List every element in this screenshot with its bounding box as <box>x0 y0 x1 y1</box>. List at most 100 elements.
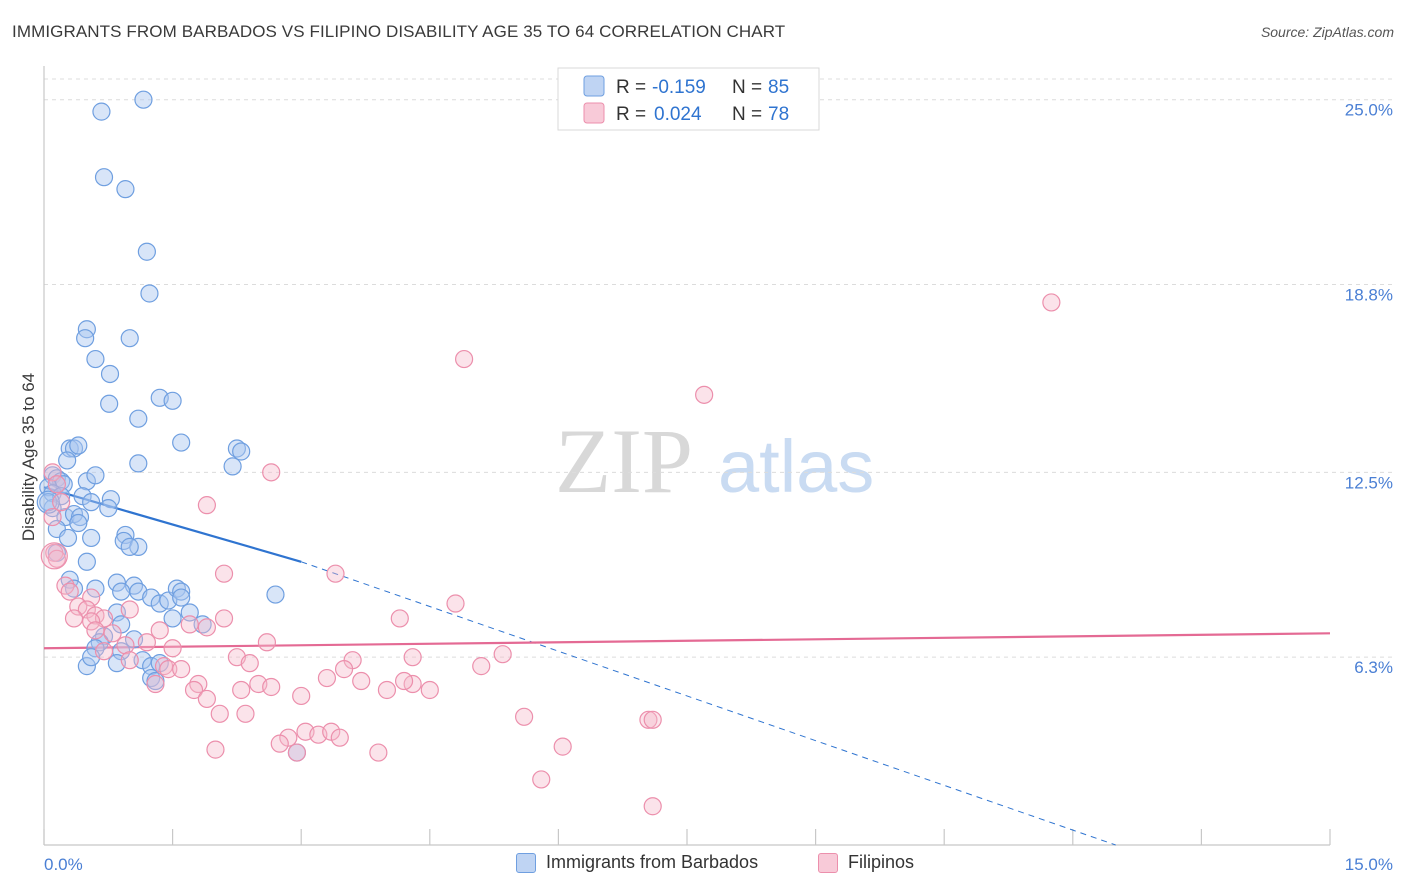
stats-n-value-blue: 85 <box>768 77 789 98</box>
watermark-zip: ZIP <box>555 410 693 512</box>
point-barbados-8 <box>120 329 139 348</box>
point-barbados-65 <box>266 585 285 604</box>
point-barbados-4 <box>137 242 156 261</box>
point-filipinos-32 <box>137 633 156 652</box>
point-barbados-6 <box>77 320 96 339</box>
trend-lines <box>43 486 1331 846</box>
grid-lines <box>44 78 1392 658</box>
legend-swatch-pink <box>818 852 838 873</box>
stats-r-label-pink: R = <box>616 104 646 125</box>
point-filipinos-72 <box>206 740 225 759</box>
stats-r-label-blue: R = <box>616 77 646 98</box>
point-barbados-5 <box>140 284 159 303</box>
point-filipinos-33 <box>163 639 182 658</box>
point-filipinos-8 <box>43 507 62 527</box>
point-filipinos-41 <box>334 660 354 679</box>
point-barbados-29 <box>86 466 105 485</box>
point-filipinos-36 <box>493 645 512 664</box>
point-barbados-3 <box>116 180 135 199</box>
legend-item-filipinos[interactable]: Filipinos <box>818 852 914 873</box>
point-barbados-45 <box>82 528 101 548</box>
stats-n-label-blue: N = <box>732 77 762 98</box>
watermark-atlas: atlas <box>718 425 874 508</box>
bottom-legend: Immigrants from Barbados Filipinos <box>0 850 1406 880</box>
y-axis-label: Disability Age 35 to 64 <box>19 373 38 541</box>
x-tick-label-1: 15.0% <box>1345 855 1393 874</box>
legend-item-barbados[interactable]: Immigrants from Barbados <box>516 852 758 873</box>
point-barbados-23 <box>223 457 242 476</box>
point-filipinos-26 <box>86 621 105 640</box>
point-filipinos-14 <box>60 582 79 601</box>
x-tick-label-0: 0.0% <box>44 855 83 874</box>
point-barbados-59 <box>112 582 131 601</box>
point-barbados-10 <box>100 364 120 384</box>
point-filipinos-29 <box>150 621 169 640</box>
axes <box>43 66 1331 846</box>
series-barbados-points <box>36 90 307 762</box>
chart-title: IMMIGRANTS FROM BARBADOS VS FILIPINO DIS… <box>12 22 786 41</box>
point-barbados-51 <box>77 552 96 571</box>
point-filipinos-23 <box>64 609 84 628</box>
point-filipinos-54 <box>377 680 397 700</box>
point-barbados-22 <box>129 454 148 473</box>
point-filipinos-42 <box>120 651 139 670</box>
point-filipinos-44 <box>159 660 178 679</box>
point-barbados-20 <box>69 436 88 455</box>
point-barbados-55 <box>86 579 105 598</box>
point-filipinos-57 <box>146 674 165 694</box>
point-barbados-1 <box>92 102 111 121</box>
point-filipinos-58 <box>292 686 311 706</box>
legend-swatch-blue <box>516 852 536 873</box>
point-barbados-21 <box>58 451 77 470</box>
stats-legend: R = -0.159 N = 85 R = 0.024 N = 78 <box>557 67 820 131</box>
point-filipinos-34 <box>116 636 135 655</box>
point-filipinos-large <box>40 542 68 570</box>
point-filipinos-53 <box>184 680 204 700</box>
series-filipinos-points <box>40 293 1061 816</box>
point-filipinos-15 <box>82 588 101 607</box>
point-filipinos-6 <box>47 475 66 494</box>
point-filipinos-1 <box>454 349 474 369</box>
point-barbados-2 <box>94 168 114 187</box>
point-filipinos-76 <box>643 797 662 816</box>
point-barbados-9 <box>86 349 105 369</box>
stats-r-value-blue: -0.159 <box>652 77 706 98</box>
point-filipinos-52 <box>232 680 251 700</box>
point-filipinos-64 <box>643 710 662 729</box>
point-barbados-44 <box>58 528 78 548</box>
point-filipinos-45 <box>172 660 191 679</box>
point-filipinos-25 <box>390 609 409 628</box>
point-barbados-53 <box>107 573 126 592</box>
point-barbados-0 <box>134 90 153 109</box>
point-filipinos-22 <box>82 612 101 631</box>
point-filipinos-40 <box>403 648 422 667</box>
trend-line-barbados <box>43 486 302 563</box>
y-tick-label-2: 18.8% <box>1345 286 1393 305</box>
point-filipinos-74 <box>287 743 307 762</box>
point-filipinos-61 <box>236 704 255 723</box>
point-filipinos-7 <box>52 493 71 512</box>
point-filipinos-10 <box>47 549 66 568</box>
point-filipinos-48 <box>352 671 371 691</box>
trend-line-barbados-extension <box>301 561 1116 846</box>
point-barbados-40 <box>99 499 118 518</box>
point-filipinos-28 <box>180 615 199 634</box>
legend-label-filipinos: Filipinos <box>848 852 915 872</box>
point-barbados-7 <box>76 329 95 348</box>
y-tick-label-3: 25.0% <box>1345 101 1393 120</box>
legend-label-barbados: Immigrants from Barbados <box>546 852 759 872</box>
point-filipinos-35 <box>94 642 114 661</box>
point-filipinos-30 <box>197 618 216 637</box>
stats-n-label-pink: N = <box>732 104 762 125</box>
point-barbados-63 <box>172 582 191 601</box>
point-filipinos-51 <box>262 677 281 697</box>
point-barbados-80 <box>77 657 96 676</box>
point-filipinos-63 <box>639 710 658 729</box>
y-tick-label-0: 6.3% <box>1354 658 1393 677</box>
point-barbados-67 <box>163 609 182 628</box>
y-tick-label-1: 12.5% <box>1345 473 1393 492</box>
tick-labels: 6.3% 12.5% 18.8% 25.0% 0.0% 15.0% <box>44 101 1393 874</box>
point-filipinos-55 <box>420 680 439 700</box>
point-filipinos-47 <box>317 668 337 688</box>
